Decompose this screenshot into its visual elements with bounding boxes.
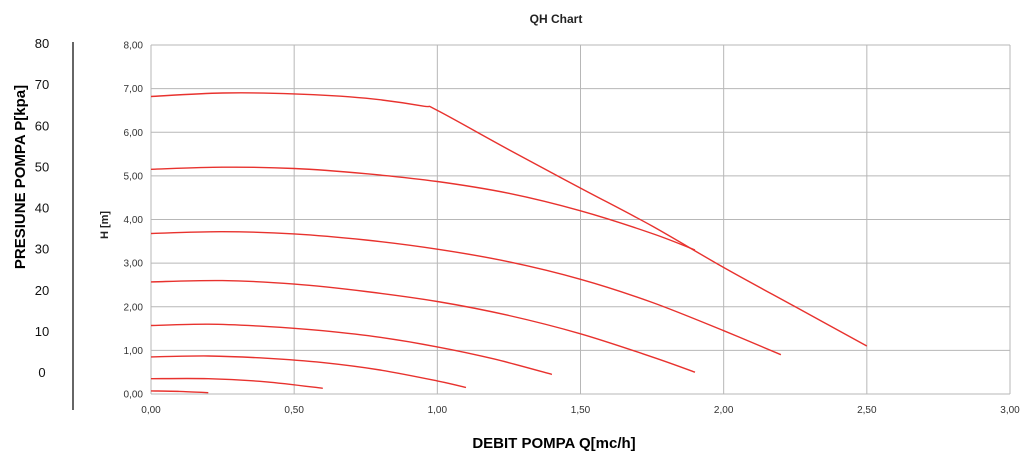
x-tick-label: 0,50 <box>284 405 304 416</box>
y-tick-label: 5,00 <box>124 171 144 182</box>
secondary-y-tick-label: 0 <box>38 365 45 380</box>
x-tick-label: 2,50 <box>857 405 877 416</box>
secondary-y-axis: 80 70 60 50 40 30 20 10 0 <box>35 36 74 410</box>
x-tick-label: 1,50 <box>571 405 591 416</box>
x-tick-label: 1,00 <box>428 405 448 416</box>
secondary-y-tick-label: 70 <box>35 77 49 92</box>
y-tick-label: 1,00 <box>124 346 144 357</box>
series-line <box>150 279 696 373</box>
y-tick-label: 6,00 <box>124 128 144 139</box>
series-line <box>150 323 553 376</box>
secondary-y-tick-label: 10 <box>35 324 49 339</box>
y-tick-label: 2,00 <box>124 302 144 313</box>
grid-lines <box>150 44 1011 395</box>
y-axis-ticks: 0,00 1,00 2,00 3,00 4,00 5,00 6,00 7,00 8,00 <box>124 41 144 401</box>
series-line <box>150 377 323 389</box>
secondary-y-tick-label: 30 <box>35 242 49 257</box>
y-tick-label: 8,00 <box>124 41 144 52</box>
chart-title: QH Chart <box>530 12 583 26</box>
x-axis-label: DEBIT POMPA Q[mc/h] <box>472 435 635 452</box>
series-lines <box>150 92 868 394</box>
x-tick-label: 0,00 <box>141 405 161 416</box>
x-tick-label: 3,00 <box>1000 405 1020 416</box>
series-line <box>150 390 209 394</box>
secondary-y-tick-label: 60 <box>35 118 49 133</box>
secondary-y-tick-label: 50 <box>35 159 49 174</box>
y-tick-label: 4,00 <box>124 215 144 226</box>
y-tick-label: 3,00 <box>124 259 144 270</box>
series-line <box>150 92 868 347</box>
x-tick-label: 2,00 <box>714 405 734 416</box>
secondary-y-tick-label: 80 <box>35 36 49 51</box>
y-tick-label: 0,00 <box>124 390 144 401</box>
series-line <box>150 355 467 389</box>
secondary-y-tick-label: 20 <box>35 283 49 298</box>
secondary-y-axis-label: PRESIUNE POMPA P[kpa] <box>12 85 29 269</box>
y-axis-label: H [m] <box>99 211 111 239</box>
series-line <box>150 230 782 356</box>
x-axis-ticks: 0,00 0,50 1,00 1,50 2,00 2,50 3,00 <box>141 405 1020 416</box>
series-line <box>150 166 696 251</box>
y-tick-label: 7,00 <box>124 84 144 95</box>
secondary-y-tick-label: 40 <box>35 201 49 216</box>
